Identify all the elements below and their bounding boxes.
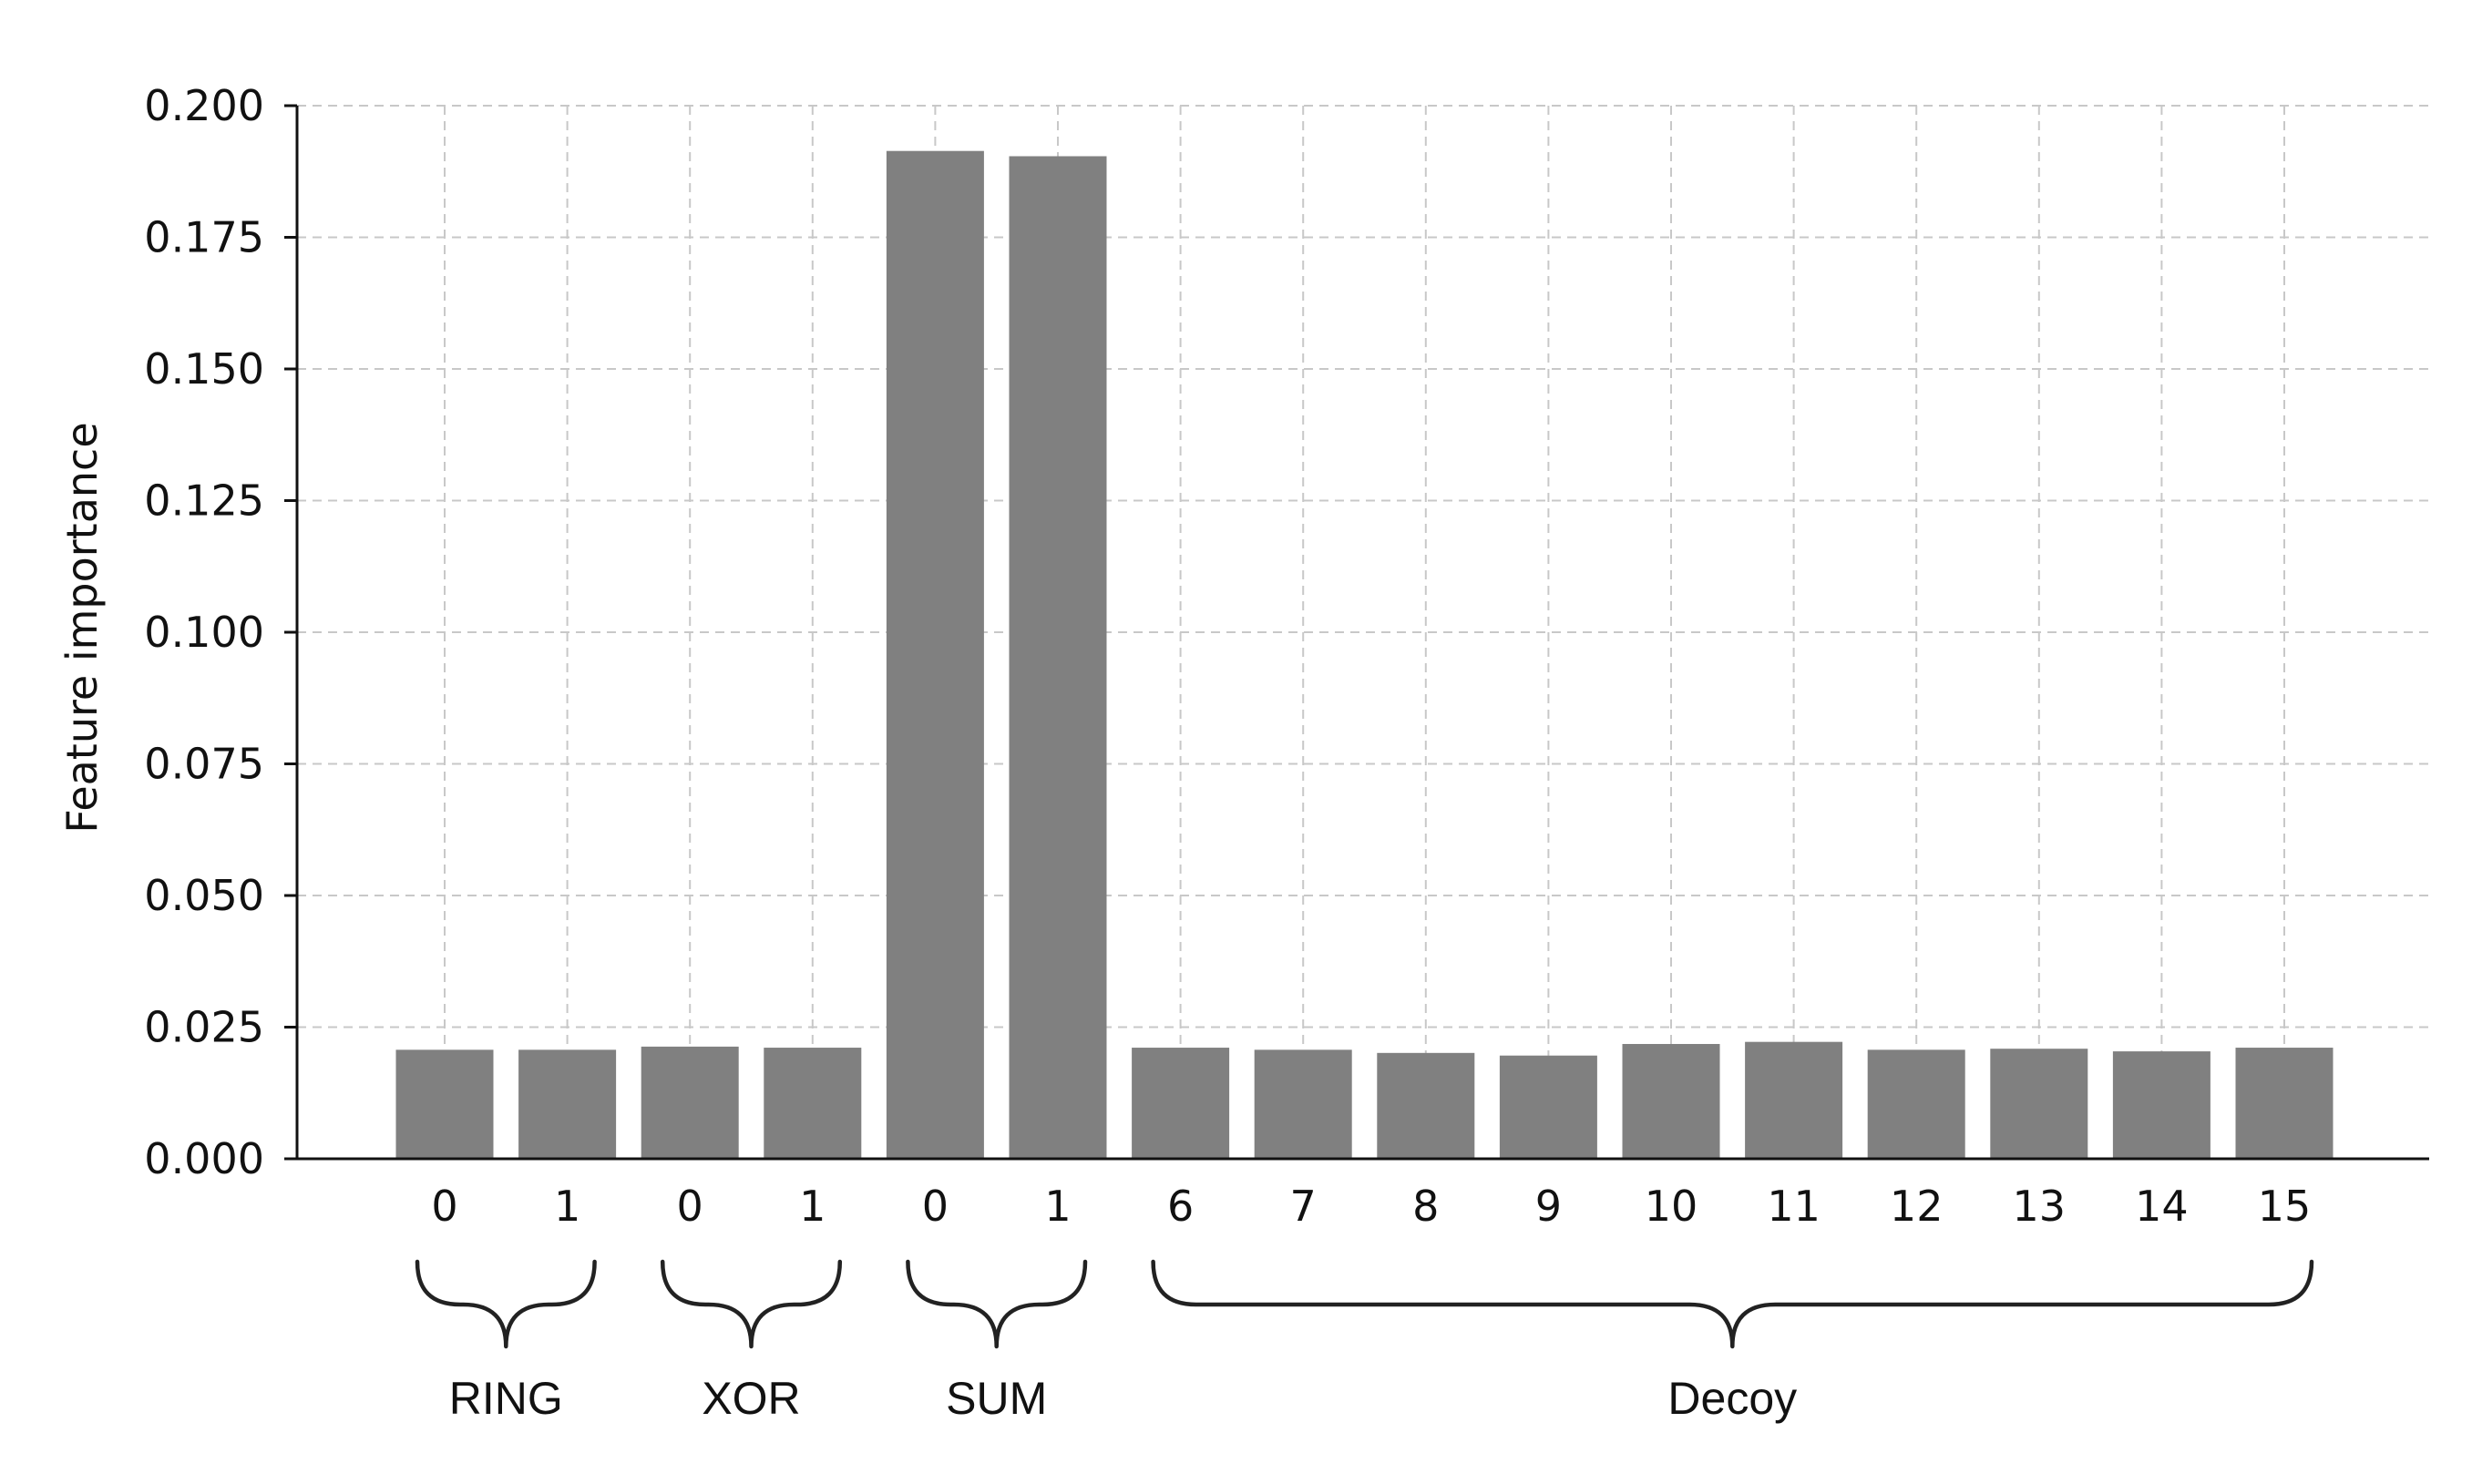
bar [2235,1048,2334,1159]
bar [764,1048,862,1159]
group-label: XOR [702,1373,800,1424]
group-label: Decoy [1667,1373,1797,1424]
group-brace [906,1259,1088,1349]
y-tick-label: 0.125 [144,476,264,526]
x-tick-label: 0 [431,1182,457,1231]
bar [1499,1055,1597,1159]
group-brace [415,1259,597,1349]
x-tick-label: 8 [1412,1182,1439,1231]
bar [641,1046,739,1159]
bar [2112,1051,2210,1159]
x-tick-label: 0 [677,1182,703,1231]
x-tick-label: 7 [1290,1182,1317,1231]
bar [518,1049,617,1159]
y-tick-label: 0.075 [144,740,264,789]
bar [1009,156,1107,1159]
bar [1377,1052,1475,1159]
x-tick-label: 11 [1767,1182,1821,1231]
bar [1745,1041,1843,1159]
y-tick-label: 0.100 [144,608,264,657]
x-ticks: 0 1 0 1 0 1 6 7 8 9 10 11 12 13 14 15 [431,1182,2311,1231]
x-tick-label: 14 [2135,1182,2189,1231]
bar [1622,1043,1720,1159]
y-tick-label: 0.000 [144,1134,264,1183]
bars [395,150,2334,1159]
bar [886,150,984,1159]
y-tick-label: 0.175 [144,213,264,262]
x-tick-label: 9 [1535,1182,1562,1231]
x-tick-label: 15 [2258,1182,2312,1231]
x-tick-label: 1 [799,1182,826,1231]
group-brackets: RING XOR SUM Decoy [415,1259,2314,1424]
bar [1990,1049,2088,1159]
y-tick-label: 0.025 [144,1003,264,1052]
group-brace [660,1259,843,1349]
x-tick-label: 10 [1645,1182,1698,1231]
y-tick-label: 0.200 [144,81,264,130]
x-tick-label: 13 [2013,1182,2067,1231]
x-tick-label: 1 [554,1182,580,1231]
x-tick-label: 1 [1044,1182,1071,1231]
bar [1254,1049,1352,1159]
bar [395,1049,494,1159]
group-label: SUM [946,1373,1047,1424]
y-ticks: 0.000 0.025 0.050 0.075 0.100 0.125 0.150 0.175… [144,81,297,1183]
x-tick-label: 0 [922,1182,949,1231]
group-brace [1151,1259,2314,1349]
x-tick-label: 12 [1890,1182,1944,1231]
grid [297,105,2429,1159]
group-label: RING [449,1373,563,1424]
bar [1132,1048,1230,1159]
y-axis-label: Feature importance [57,422,107,833]
y-tick-label: 0.050 [144,871,264,920]
bar [1867,1049,1965,1159]
x-tick-label: 6 [1167,1182,1194,1231]
y-tick-label: 0.150 [144,344,264,394]
